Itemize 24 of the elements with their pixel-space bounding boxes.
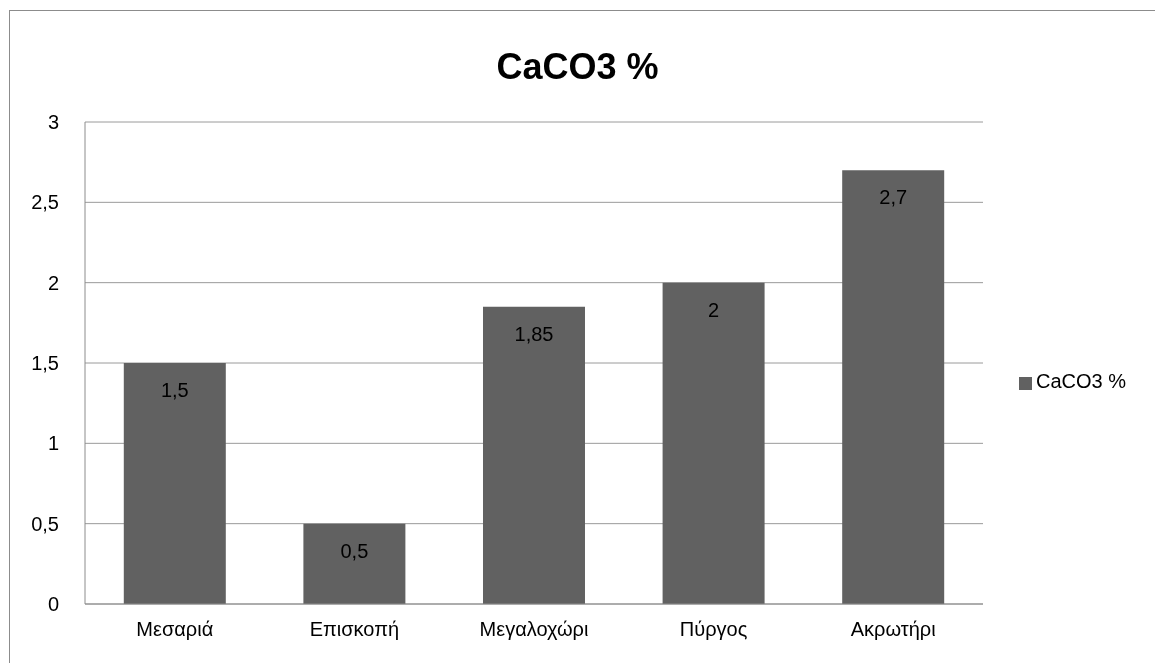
y-tick-label: 0 xyxy=(47,593,59,616)
y-tick-label: 3 xyxy=(47,111,59,134)
y-tick-label: 0,5 xyxy=(31,512,59,535)
bar xyxy=(123,363,226,604)
x-tick-label: Μεγαλοχώρι xyxy=(479,618,589,641)
y-tick-label: 1,5 xyxy=(31,352,59,375)
data-label: 1,85 xyxy=(514,322,554,345)
y-tick-label: 2,5 xyxy=(31,191,59,214)
x-tick-label: Πύργος xyxy=(679,618,748,641)
x-tick-label: Μεσαριά xyxy=(136,618,214,641)
legend-label: CaCO3 % xyxy=(1036,370,1127,392)
x-tick-label: Επισκοπή xyxy=(309,618,400,641)
data-label: 1,5 xyxy=(160,379,189,402)
data-label: 2 xyxy=(708,298,720,321)
data-label: 2,7 xyxy=(879,186,908,209)
bar xyxy=(662,282,765,604)
data-label: 0,5 xyxy=(340,539,369,562)
bar xyxy=(482,306,585,604)
x-tick-label: Ακρωτήρι xyxy=(850,618,936,641)
bar xyxy=(303,523,406,604)
chart-title: CaCO3 % xyxy=(495,46,660,88)
bar xyxy=(842,170,945,604)
y-tick-label: 2 xyxy=(47,271,59,294)
y-tick-label: 1 xyxy=(47,432,59,455)
